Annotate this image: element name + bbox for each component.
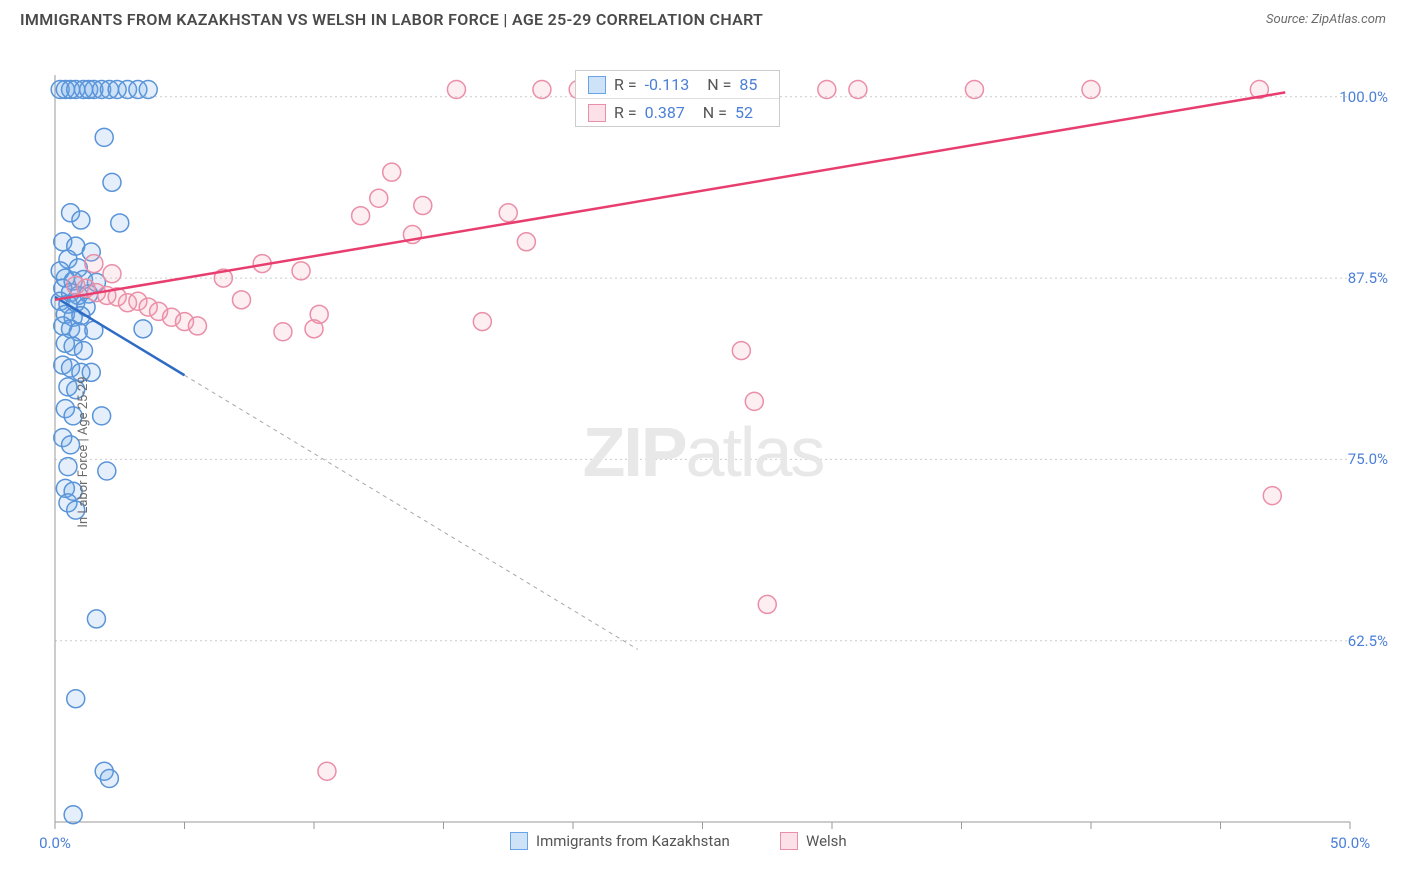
y-tick-label: 100.0% xyxy=(1339,88,1388,106)
chart-container: In Labor Force | Age 25-29 ZIPatlas R =-… xyxy=(0,37,1406,867)
stat-n-value: 52 xyxy=(735,103,753,122)
stat-n-value: 85 xyxy=(739,75,757,94)
legend-item-kazakhstan: Immigrants from Kazakhstan xyxy=(510,832,730,850)
stats-row-kazakhstan: R = -0.113 N = 85 xyxy=(576,71,779,98)
y-tick-label: 75.0% xyxy=(1348,450,1388,468)
chart-title: IMMIGRANTS FROM KAZAKHSTAN VS WELSH IN L… xyxy=(20,10,763,29)
y-axis-label: In Labor Force | Age 25-29 xyxy=(76,376,91,527)
stat-r-value: -0.113 xyxy=(645,75,690,94)
source-attribution: Source: ZipAtlas.com xyxy=(1266,12,1386,27)
legend-swatch-icon xyxy=(780,832,798,850)
x-tick-label: 50.0% xyxy=(1330,834,1370,852)
stat-n-label: N = xyxy=(703,103,727,122)
correlation-stats-box: R =-0.113N =85R =0.387N =52 xyxy=(575,70,780,127)
legend-swatch-icon xyxy=(510,832,528,850)
y-tick-label: 62.5% xyxy=(1348,632,1388,650)
legend-label: Welsh xyxy=(806,832,847,850)
stat-r-label: R = xyxy=(614,103,637,122)
stat-r-value: 0.387 xyxy=(645,103,685,122)
stats-row-welsh: R = 0.387 N = 52 xyxy=(576,98,779,126)
legend-item-welsh: Welsh xyxy=(780,832,847,850)
y-tick-label: 87.5% xyxy=(1348,269,1388,287)
series-swatch-icon xyxy=(588,104,606,122)
stat-n-label: N = xyxy=(707,75,731,94)
legend-label: Immigrants from Kazakhstan xyxy=(536,832,730,850)
series-swatch-icon xyxy=(588,76,606,94)
x-tick-label: 0.0% xyxy=(39,834,71,852)
stat-r-label: R = xyxy=(614,75,637,94)
scatter-chart xyxy=(0,37,1406,867)
